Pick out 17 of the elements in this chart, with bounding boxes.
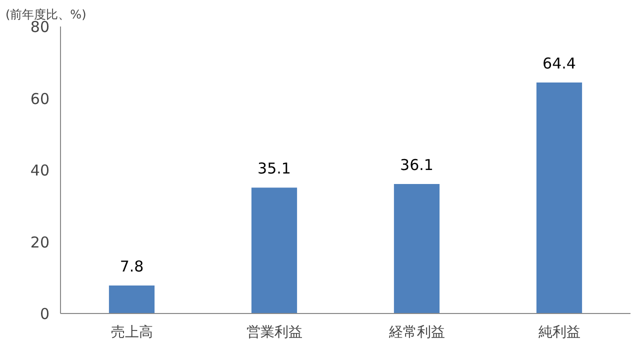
bar xyxy=(536,82,582,314)
x-tick-label: 営業利益 xyxy=(246,324,302,340)
bar xyxy=(108,286,155,314)
y-tick-label: 60 xyxy=(30,90,50,108)
y-tick-label: 0 xyxy=(40,305,50,323)
bar xyxy=(394,184,440,314)
data-label: 36.1 xyxy=(400,156,434,174)
data-label: 35.1 xyxy=(258,160,291,178)
y-tick-label: 40 xyxy=(30,162,50,180)
x-tick-label: 売上高 xyxy=(110,324,153,340)
data-label: 7.8 xyxy=(120,258,144,276)
bar xyxy=(251,188,298,314)
x-tick-label: 純利益 xyxy=(538,324,580,340)
data-label: 64.4 xyxy=(542,54,576,72)
x-tick-label: 経常利益 xyxy=(388,324,445,340)
y-axis-title: (前年度比、%) xyxy=(6,8,86,22)
y-tick-label: 20 xyxy=(30,233,50,252)
